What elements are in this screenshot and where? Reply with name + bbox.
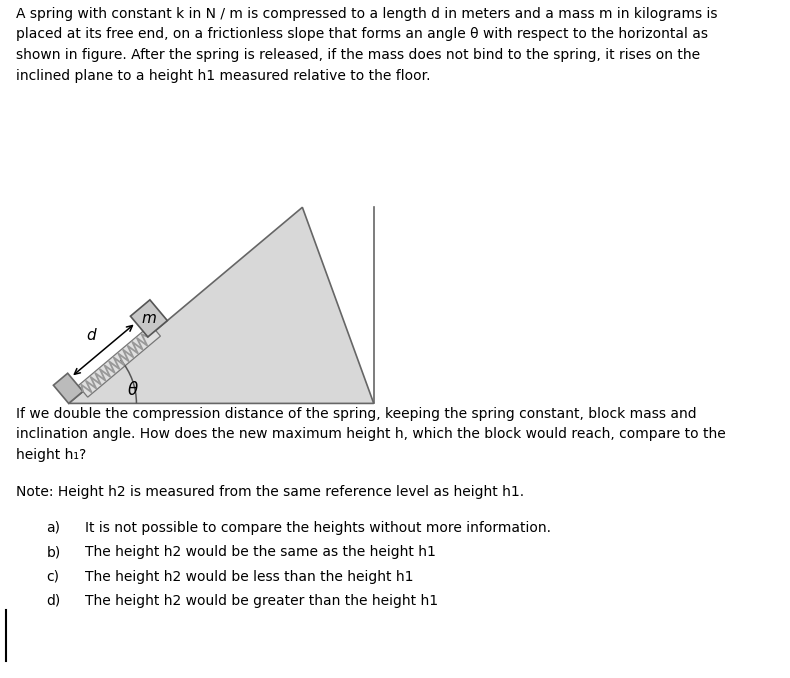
Text: The height h2 would be greater than the height h1: The height h2 would be greater than the … xyxy=(85,594,438,608)
Text: c): c) xyxy=(47,570,59,584)
Text: If we double the compression distance of the spring, keeping the spring constant: If we double the compression distance of… xyxy=(16,407,725,462)
Text: $\theta$: $\theta$ xyxy=(127,381,139,399)
Text: b): b) xyxy=(47,545,61,559)
Text: The height h2 would be less than the height h1: The height h2 would be less than the hei… xyxy=(85,570,413,584)
Polygon shape xyxy=(54,374,83,403)
Text: $d$: $d$ xyxy=(86,327,97,342)
Text: It is not possible to compare the heights without more information.: It is not possible to compare the height… xyxy=(85,521,551,535)
Polygon shape xyxy=(69,207,374,403)
Text: d): d) xyxy=(47,594,61,608)
Text: $m$: $m$ xyxy=(141,311,156,326)
Polygon shape xyxy=(130,300,167,337)
Text: A spring with constant k in N / m is compressed to a length d in meters and a ma: A spring with constant k in N / m is com… xyxy=(16,7,717,83)
Text: The height h2 would be the same as the height h1: The height h2 would be the same as the h… xyxy=(85,545,435,559)
Polygon shape xyxy=(78,325,160,397)
Text: a): a) xyxy=(47,521,61,535)
Text: Note: Height h2 is measured from the same reference level as height h1.: Note: Height h2 is measured from the sam… xyxy=(16,485,524,500)
